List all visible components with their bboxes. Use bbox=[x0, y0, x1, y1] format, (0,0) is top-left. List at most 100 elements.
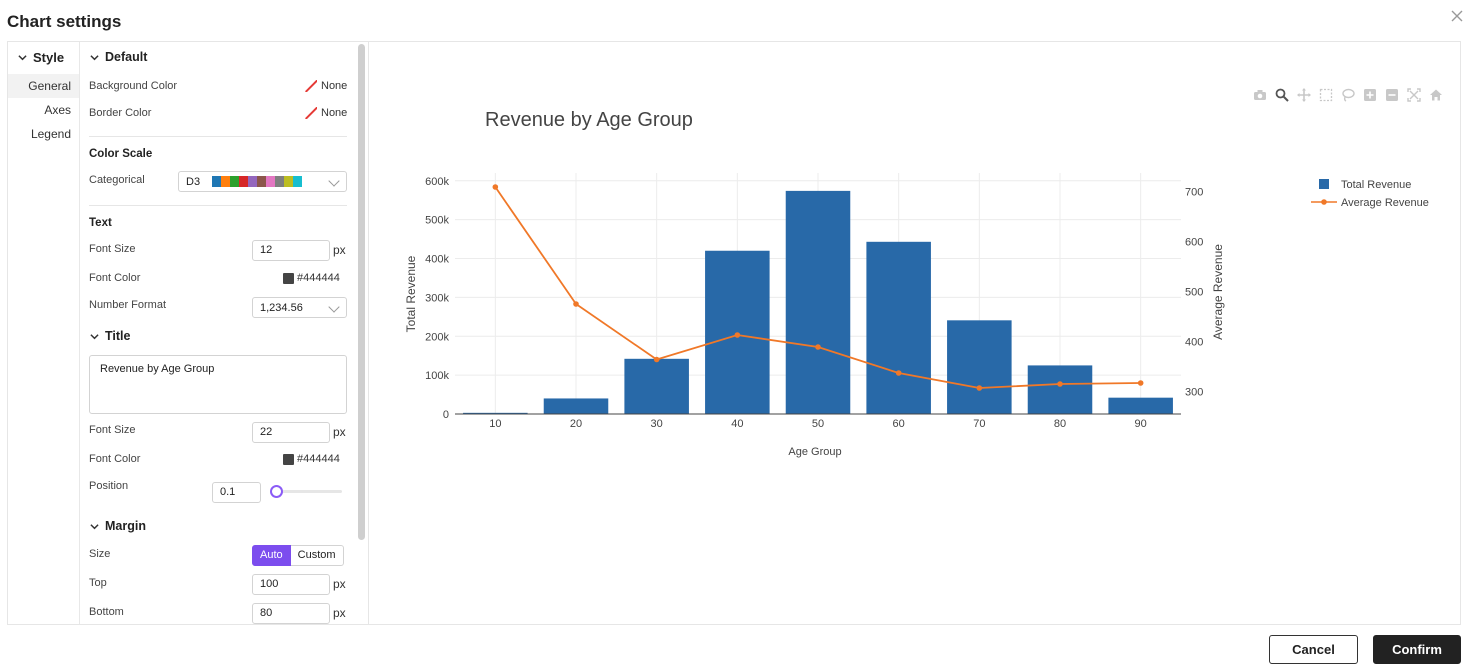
home-icon[interactable] bbox=[1428, 87, 1444, 103]
style-nav: Style General Axes Legend bbox=[8, 42, 80, 624]
margin-size-label: Size bbox=[89, 548, 111, 560]
margin-custom-button[interactable]: Custom bbox=[290, 545, 344, 566]
number-format-value: 1,234.56 bbox=[260, 301, 303, 314]
line-point-30 bbox=[653, 356, 660, 363]
text-font-color-label: Font Color bbox=[89, 272, 141, 284]
x-axis-title: Age Group bbox=[788, 446, 841, 458]
palette-swatch-4 bbox=[248, 176, 258, 187]
margin-bottom-unit: px bbox=[333, 606, 346, 620]
palette-swatch-8 bbox=[284, 176, 294, 187]
text-font-color-value: #444444 bbox=[297, 272, 340, 284]
y-tick-label-6: 600k bbox=[425, 176, 449, 188]
settings-scrollbar[interactable] bbox=[358, 44, 365, 540]
title-font-size-input[interactable]: 22 bbox=[252, 422, 330, 443]
margin-bottom-label: Bottom bbox=[89, 606, 124, 618]
x-tick-label-6: 70 bbox=[973, 418, 985, 430]
bar-20 bbox=[543, 398, 609, 414]
line-point-60 bbox=[895, 370, 902, 376]
bar-90 bbox=[1108, 397, 1173, 414]
y-tick-label-2: 200k bbox=[425, 331, 449, 343]
autoscale-icon[interactable] bbox=[1406, 87, 1422, 103]
margin-top-input[interactable]: 100 bbox=[252, 574, 330, 595]
color-scale-header: Color Scale bbox=[89, 148, 153, 160]
border-color-value: None bbox=[321, 107, 348, 119]
border-color-picker[interactable]: None bbox=[305, 107, 347, 119]
chevron-down-icon bbox=[328, 175, 340, 187]
camera-icon[interactable] bbox=[1252, 87, 1268, 103]
title-font-color-value: #444444 bbox=[297, 453, 340, 465]
palette-swatch-9 bbox=[293, 176, 303, 187]
title-section-label: Title bbox=[105, 329, 131, 343]
nav-item-axes[interactable]: Axes bbox=[44, 103, 71, 117]
close-icon[interactable] bbox=[1449, 8, 1465, 24]
background-color-picker[interactable]: None bbox=[305, 80, 347, 92]
default-section-header[interactable]: Default bbox=[90, 50, 147, 64]
title-font-color-picker[interactable]: #444444 bbox=[283, 453, 340, 465]
bar-70 bbox=[947, 320, 1012, 414]
y-tick-label-1: 100k bbox=[425, 370, 449, 382]
zoom-out-icon[interactable] bbox=[1384, 87, 1400, 103]
text-font-size-input[interactable]: 12 bbox=[252, 240, 330, 261]
text-font-color-picker[interactable]: #444444 bbox=[283, 272, 340, 284]
chevron-down-icon bbox=[90, 523, 99, 529]
title-font-size-unit: px bbox=[333, 425, 346, 439]
x-tick-label-0: 10 bbox=[489, 418, 501, 430]
nav-style-header[interactable]: Style bbox=[18, 50, 64, 65]
x-tick-label-1: 20 bbox=[570, 418, 582, 430]
title-position-slider-thumb[interactable] bbox=[270, 485, 283, 498]
number-format-select[interactable]: 1,234.56 bbox=[252, 297, 347, 318]
color-scale-value: D3 bbox=[186, 175, 201, 188]
x-tick-label-2: 30 bbox=[651, 418, 663, 430]
x-tick-label-4: 50 bbox=[812, 418, 824, 430]
line-point-20 bbox=[573, 301, 579, 307]
margin-auto-button[interactable]: Auto bbox=[252, 545, 291, 566]
bar-series bbox=[463, 190, 1173, 414]
chart-axes: 0 100k 200k 300k 400k 500k 600k 10 20 30 40 50 60 70 8… bbox=[425, 176, 1203, 430]
dialog-title: Chart settings bbox=[7, 12, 122, 31]
title-position-slider[interactable] bbox=[271, 490, 342, 493]
chevron-down-icon bbox=[90, 333, 99, 339]
settings-frame: Style General Axes Legend Default Backgr… bbox=[7, 41, 1461, 625]
legend-average-revenue: Average Revenue bbox=[1341, 197, 1429, 209]
zoom-in-icon[interactable] bbox=[1362, 87, 1378, 103]
chart-legend: Total Revenue Average Revenue bbox=[1311, 179, 1429, 209]
palette-swatch-7 bbox=[275, 176, 285, 187]
line-point-70 bbox=[976, 385, 983, 391]
y2-tick-label-0: 300 bbox=[1185, 387, 1203, 399]
margin-size-toggle: Auto Custom bbox=[252, 545, 344, 566]
lasso-select-icon[interactable] bbox=[1340, 87, 1356, 103]
confirm-button[interactable]: Confirm bbox=[1373, 635, 1461, 664]
title-section-header[interactable]: Title bbox=[90, 329, 130, 343]
chevron-down-icon bbox=[328, 301, 340, 313]
title-font-size-label: Font Size bbox=[89, 424, 136, 436]
cancel-button[interactable]: Cancel bbox=[1269, 635, 1358, 664]
margin-bottom-input[interactable]: 80 bbox=[252, 603, 330, 624]
chart-modebar bbox=[1252, 87, 1444, 103]
bar-50 bbox=[785, 190, 851, 414]
combo-chart: Revenue by Age Group 0 100k 200k 300k 400k 50… bbox=[404, 109, 1429, 458]
nav-item-general[interactable]: General bbox=[8, 74, 79, 98]
number-format-label: Number Format bbox=[89, 299, 167, 311]
margin-section-header[interactable]: Margin bbox=[90, 519, 146, 533]
nav-item-legend[interactable]: Legend bbox=[30, 127, 71, 141]
palette-swatch-3 bbox=[239, 176, 249, 187]
default-section-label: Default bbox=[105, 50, 148, 64]
text-font-size-label: Font Size bbox=[89, 243, 136, 255]
x-tick-label-5: 60 bbox=[893, 418, 905, 430]
color-scale-select[interactable]: D3 bbox=[178, 171, 347, 192]
y-tick-label-0: 0 bbox=[443, 409, 449, 421]
background-color-value: None bbox=[321, 80, 348, 92]
line-point-80 bbox=[1057, 381, 1063, 387]
line-series bbox=[492, 184, 1144, 391]
zoom-icon[interactable] bbox=[1274, 87, 1290, 103]
chart-title: Revenue by Age Group bbox=[485, 109, 693, 131]
title-position-input[interactable]: 0.1 bbox=[212, 482, 261, 503]
pan-icon[interactable] bbox=[1296, 87, 1312, 103]
palette-swatch-6 bbox=[266, 176, 276, 187]
margin-top-unit: px bbox=[333, 577, 346, 591]
y-tick-label-5: 500k bbox=[425, 215, 449, 227]
categorical-label: Categorical bbox=[89, 174, 145, 186]
title-text-input[interactable]: Revenue by Age Group bbox=[89, 355, 347, 414]
no-color-icon bbox=[305, 107, 317, 119]
box-select-icon[interactable] bbox=[1318, 87, 1334, 103]
